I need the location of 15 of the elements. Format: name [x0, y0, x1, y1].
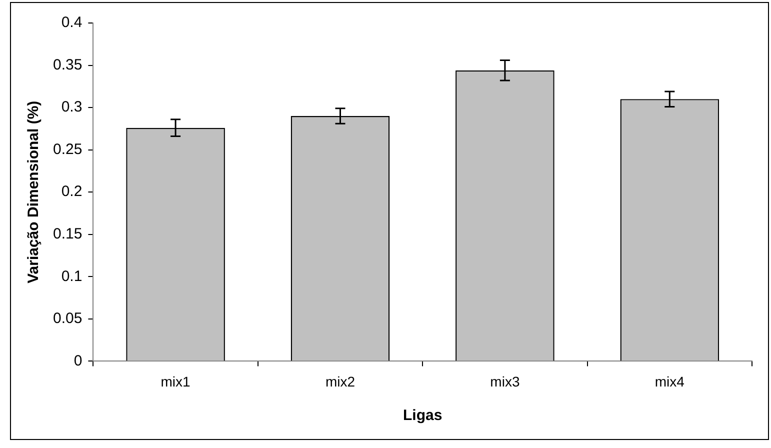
y-tick-label: 0.05 [52, 310, 82, 328]
y-tick-label: 0.35 [52, 56, 82, 74]
y-tick-label: 0.1 [61, 268, 82, 285]
x-tick-label: mix4 [654, 373, 685, 390]
x-tick-label: mix3 [490, 373, 520, 390]
x-tick-label: mix2 [325, 373, 356, 390]
x-tick-label: mix1 [160, 373, 191, 390]
y-tick-label: 0.2 [61, 183, 82, 200]
y-tick-label: 0.15 [52, 226, 82, 243]
y-tick-label: 0.25 [52, 140, 82, 158]
y-tick-label: 0 [74, 352, 82, 370]
y-axis-title: Variação Dimensional (%) [25, 100, 42, 284]
x-axis-title: Ligas [403, 407, 442, 424]
y-tick-label: 0.4 [61, 14, 82, 32]
y-tick-label: 0.3 [61, 98, 82, 116]
